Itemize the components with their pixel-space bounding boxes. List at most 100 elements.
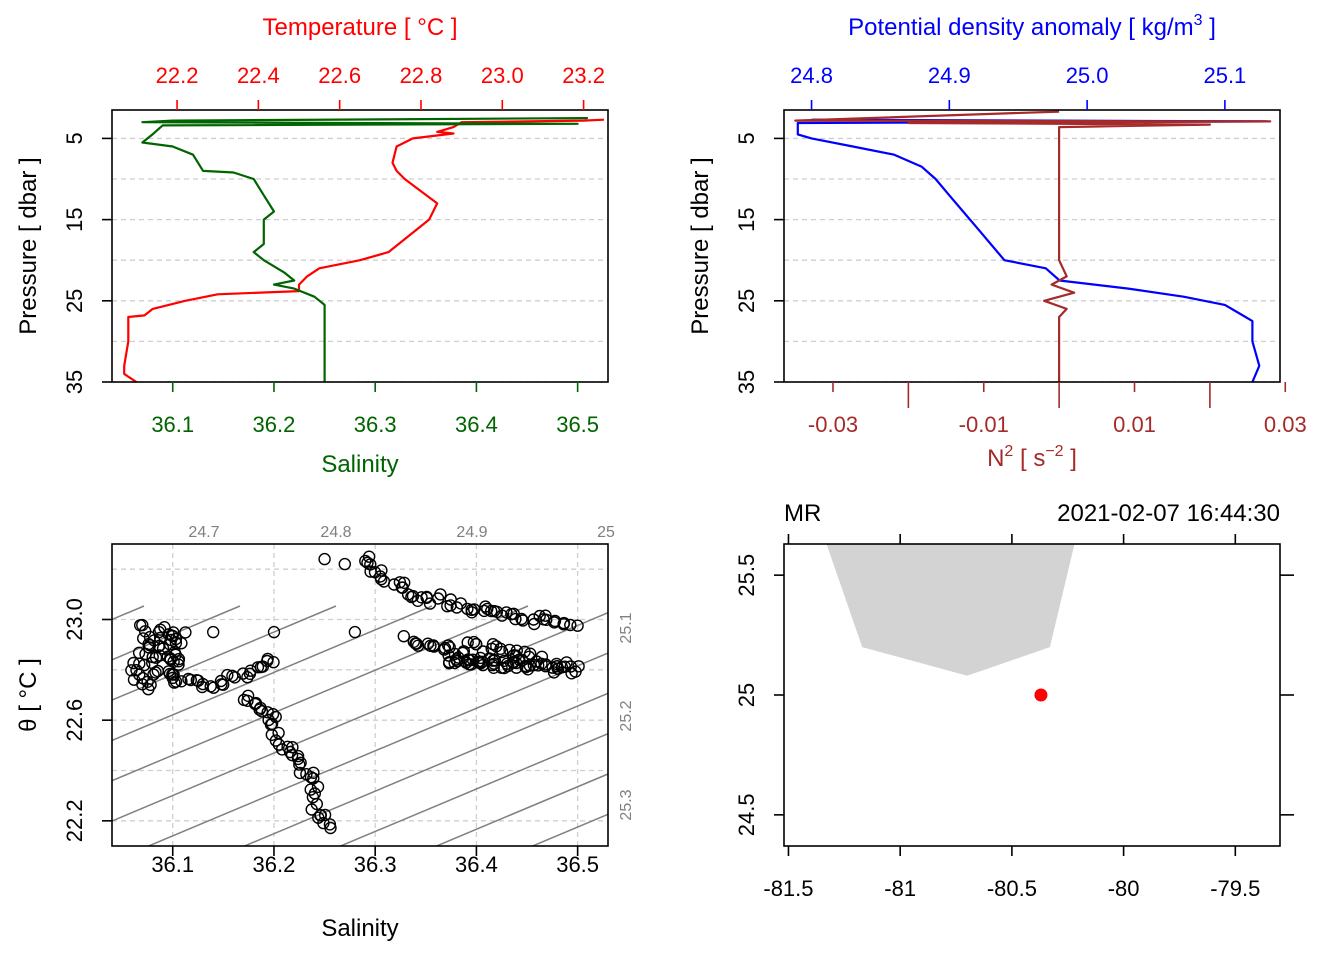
top-tick-label: 22.8 [400,63,443,88]
station-point [1034,688,1048,702]
isopycnal-line [112,605,529,782]
ts-point [557,616,571,630]
ts-point [375,573,388,586]
ts-point [241,671,254,684]
station-map-panel: -81.5 -81 -80.5 -80 -79.5 24.5 25 25.5 MR 2021-… [734,500,1294,901]
map-label-right: 2021-02-07 16:44:30 [1057,500,1280,527]
top-tick-label: 24.8 [790,63,833,88]
y-tick-label: 25.5 [734,554,759,597]
bottom-tick-label: 36.3 [354,412,397,437]
top-tick-label: 24.9 [928,63,971,88]
y-tick-label: 15 [62,207,87,231]
top-tick-label: 22.4 [237,63,280,88]
ts-point [521,663,535,676]
ts-point [461,636,474,649]
ts-point [269,734,283,747]
ts-point [431,592,445,605]
ts-point [467,635,481,649]
series-line-potential-density-anomaly [796,118,1268,383]
ts-point [323,818,337,831]
series-line-n2 [794,110,1272,382]
ts-point [411,639,425,652]
ts-point [169,648,182,661]
ts-point [469,638,483,651]
ts-point [569,665,582,678]
ts-point [221,668,234,682]
series-line-temperature [123,118,604,383]
isopycnal-line [0,606,48,900]
ts-point [527,613,540,626]
temperature-axis-title: Temperature [ °C ] [263,14,458,41]
isopycnal-line [146,652,608,846]
ts-point [241,689,255,702]
ts-point [267,625,281,639]
ts-profile-panel: 22.2 22.4 22.6 22.8 23.0 23.2 36.1 36.2 36.3 36.4… [15,14,609,478]
bottom-tick-label: 36.5 [556,412,599,437]
bottom-tick-label: 0.01 [1113,412,1156,437]
ts-point [571,619,584,632]
ts-point [510,644,523,657]
ts-point [261,654,274,668]
isopycnal-label-top: 25 [597,524,615,541]
ts-point [406,589,420,603]
salinity-axis-title: Salinity [321,451,398,478]
top-tick-label: 25.1 [1203,63,1246,88]
pressure-axis-title: Pressure [ dbar ] [15,157,42,334]
ts-point [127,656,140,670]
series-line-salinity [141,117,588,382]
ts-point [548,616,561,629]
isopycnal-label-top: 24.7 [188,524,219,541]
ts-point [146,650,159,664]
ts-point [305,803,318,816]
ts-point [272,726,285,740]
ts-diagram-frame [111,543,609,847]
ts-point [488,654,501,667]
isopycnal-label-right: 25.2 [618,700,635,731]
isopycnal-line [112,605,241,661]
ts-point [294,756,307,769]
ts-diagram-salinity-title: Salinity [321,915,398,942]
y-tick-label: 35 [734,370,759,394]
ts-point [293,766,307,780]
ts-point [348,625,362,639]
ts-point [228,671,242,684]
x-tick-label: 36.5 [556,852,599,877]
ts-point [465,606,478,619]
bottom-tick-label: 36.4 [455,412,498,437]
density-profile-panel: 24.8 24.9 25.0 25.1 -0.03 -0.01 0.01 0.03 5 15 25 3… [687,12,1307,472]
isopycnal-label-right: 25.1 [618,612,635,643]
y-tick-label: 23.0 [62,598,87,641]
ts-point [283,745,297,759]
ts-point [147,668,160,681]
ts-point [236,667,250,680]
ts-point [243,667,257,680]
ts-point [401,588,415,601]
isopycnal-label-top: 24.9 [456,524,487,541]
density-profile-frame [783,109,1281,383]
bottom-tick-label: -0.03 [808,412,858,437]
ts-point [241,694,254,707]
top-tick-label: 22.6 [318,63,361,88]
ts-point [421,637,435,650]
ts-point [448,647,462,661]
ts-point [267,656,280,669]
isopycnal-line [112,605,145,621]
ts-point [179,626,192,639]
ts-point [285,748,299,762]
isopycnal-label-right: 25.3 [618,789,635,820]
bottom-tick-label: 0.03 [1264,412,1307,437]
isopycnal-line [500,606,1200,900]
isopycnal-line [112,605,433,742]
ts-point [169,636,183,650]
y-tick-label: 25 [734,683,759,707]
ts-point [362,550,376,563]
ts-point [509,612,522,626]
ts-point [318,552,331,566]
x-tick-label: 36.1 [151,852,194,877]
ts-profile-frame [111,109,609,383]
ts-point [338,557,351,571]
isopycnal-label-top: 24.8 [320,524,351,541]
x-tick-label: 36.3 [354,852,397,877]
x-tick-label: 36.2 [253,852,296,877]
bottom-tick-label: 36.2 [253,412,296,437]
